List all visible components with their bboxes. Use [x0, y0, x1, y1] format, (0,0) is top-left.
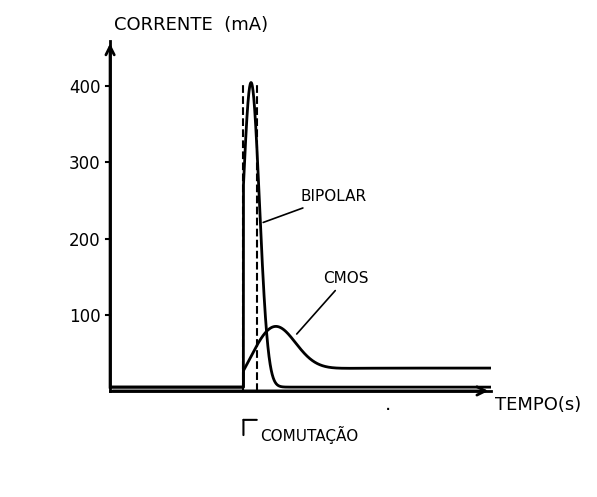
Text: .: . — [385, 395, 392, 414]
Text: BIPOLAR: BIPOLAR — [263, 189, 367, 223]
Text: COMUTAÇÃO: COMUTAÇÃO — [260, 426, 358, 444]
Text: CORRENTE  (mA): CORRENTE (mA) — [114, 15, 268, 34]
Text: CMOS: CMOS — [297, 271, 369, 334]
Text: TEMPO(s): TEMPO(s) — [495, 396, 581, 414]
